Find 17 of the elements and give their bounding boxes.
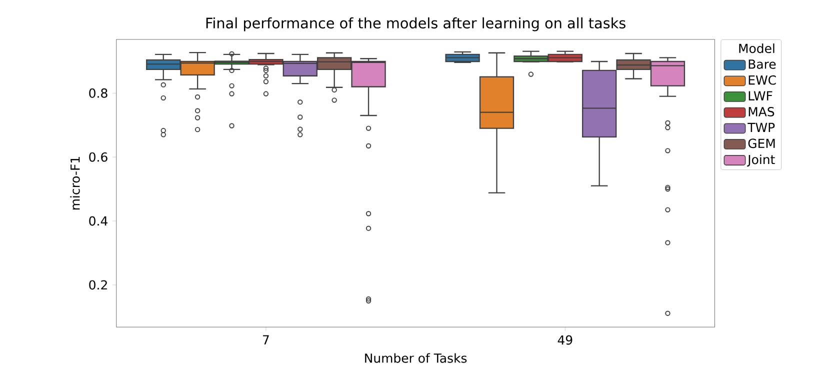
legend-label: Bare: [748, 60, 776, 69]
y-tick-label: 0.8: [89, 88, 108, 98]
x-tick-label: 49: [558, 335, 572, 345]
legend-title: Model: [739, 44, 774, 54]
legend-label: MAS: [748, 107, 774, 117]
x-axis-title: Number of Tasks: [365, 353, 467, 363]
legend-label: LWF: [748, 91, 772, 100]
x-tick-label: 7: [263, 335, 269, 344]
y-axis-title: micro-F1: [70, 157, 80, 210]
y-tick-label: 0.2: [89, 280, 107, 290]
y-tick-label: 0.6: [89, 152, 108, 162]
legend-label: TWP: [748, 123, 775, 132]
legend-label: Joint: [746, 154, 775, 167]
chart-title: Final performance of the models after learning on all tasks: [206, 17, 626, 32]
legend-label: GEM: [748, 138, 775, 148]
y-tick-label: 0.4: [89, 216, 108, 226]
legend-label: EWC: [748, 75, 776, 85]
